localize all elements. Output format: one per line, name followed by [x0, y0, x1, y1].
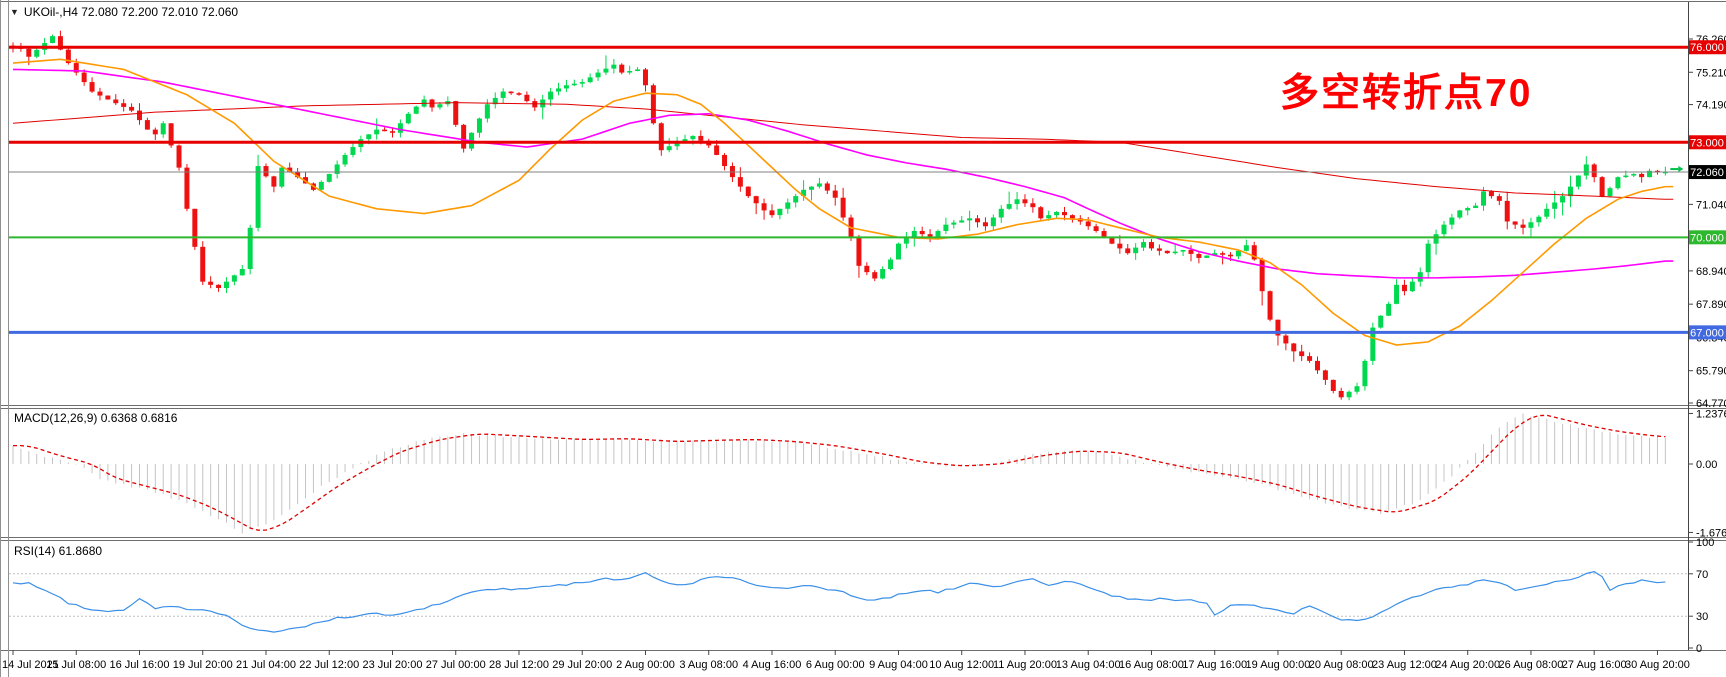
rsi-line	[12, 571, 1666, 633]
macd-panel[interactable]	[12, 413, 1666, 534]
time-tick-label: 24 Aug 20:00	[1435, 659, 1500, 671]
price-annotation-text[interactable]: 多空转折点70	[1280, 72, 1533, 115]
price-tick-label: 65.790	[1696, 366, 1726, 378]
time-tick-label: 11 Aug 20:00	[993, 659, 1057, 671]
time-tick-label: 23 Aug 12:00	[1372, 659, 1437, 671]
macd-axis[interactable]: 1.2376 0.00 -1.6762	[1688, 408, 1726, 539]
time-tick-label: 30 Aug 20:00	[1625, 659, 1690, 671]
macd-tick-label: 1.2376	[1696, 408, 1726, 420]
price-tick-label: 71.040	[1696, 199, 1726, 211]
time-tick-label: 13 Aug 04:00	[1056, 659, 1121, 671]
time-tick-label: 22 Jul 12:00	[299, 659, 359, 671]
svg-text:67.000: 67.000	[1690, 327, 1724, 339]
price-tick-label: 64.770	[1696, 398, 1726, 410]
rsi-tick-label: 70	[1696, 569, 1708, 581]
price-tick-label: 74.190	[1696, 100, 1726, 112]
time-tick-label: 19 Aug 00:00	[1246, 659, 1311, 671]
time-tick-label: 14 Jul 2021	[2, 659, 59, 671]
time-tick-label: 26 Aug 08:00	[1499, 659, 1564, 671]
time-tick-label: 28 Jul 12:00	[489, 659, 549, 671]
level-badge-70.000: 70.000	[1689, 230, 1726, 245]
time-tick-label: 16 Aug 08:00	[1119, 659, 1184, 671]
rsi-panel[interactable]	[9, 571, 1688, 633]
time-tick-label: 15 Jul 08:00	[46, 659, 106, 671]
time-tick-label: 27 Jul 00:00	[426, 659, 486, 671]
current-price-badge: 72.060	[1689, 165, 1726, 180]
svg-text:70.000: 70.000	[1690, 232, 1724, 244]
price-tick-label: 68.940	[1696, 266, 1726, 278]
rsi-tick-label: 100	[1696, 537, 1714, 549]
time-tick-label: 23 Jul 20:00	[363, 659, 423, 671]
time-tick-label: 6 Aug 00:00	[806, 659, 865, 671]
rsi-indicator-label: RSI(14) 61.8680	[14, 544, 103, 558]
macd-tick-label: 0.00	[1696, 459, 1717, 471]
time-tick-label: 4 Aug 16:00	[743, 659, 802, 671]
level-badge-76.000: 76.000	[1689, 40, 1726, 55]
time-tick-label: 20 Aug 08:00	[1309, 659, 1374, 671]
time-tick-label: 19 Jul 20:00	[173, 659, 233, 671]
rsi-tick-label: 0	[1696, 643, 1702, 655]
price-tick-label: 75.210	[1696, 67, 1726, 79]
level-badge-73.000: 73.000	[1689, 135, 1726, 150]
svg-text:72.060: 72.060	[1690, 167, 1724, 179]
level-badge-67.000: 67.000	[1689, 325, 1726, 340]
macd-indicator-label: MACD(12,26,9) 0.6368 0.6816	[14, 411, 178, 425]
ma-red-slow	[12, 102, 1674, 200]
price-tick-label: 67.890	[1696, 299, 1726, 311]
time-tick-label: 10 Aug 12:00	[929, 659, 994, 671]
time-tick-label: 17 Aug 16:00	[1182, 659, 1247, 671]
ma-magenta-mid	[12, 68, 1674, 279]
svg-text:76.000: 76.000	[1690, 42, 1724, 54]
time-tick-label: 27 Aug 16:00	[1562, 659, 1627, 671]
rsi-axis[interactable]: 100 70 30 0	[1688, 537, 1714, 655]
horizontal-levels[interactable]	[9, 45, 1688, 334]
time-tick-label: 16 Jul 16:00	[110, 659, 170, 671]
candles-layer[interactable]	[10, 30, 1668, 401]
last-close-marker	[1670, 166, 1684, 173]
symbol-ohlc-readout: UKOil-,H4 72.080 72.200 72.010 72.060	[23, 5, 239, 19]
price-axis[interactable]: 76.26075.21074.19071.04068.94067.89066.8…	[1688, 34, 1726, 410]
window-title[interactable]: ▼ UKOil-,H4 72.080 72.200 72.010 72.060	[10, 5, 238, 19]
rsi-tick-label: 30	[1696, 611, 1708, 623]
ma-orange-fast	[12, 58, 1674, 346]
time-tick-label: 21 Jul 04:00	[236, 659, 296, 671]
symbol-dropdown-icon[interactable]: ▼	[10, 7, 19, 17]
time-tick-label: 2 Aug 00:00	[616, 659, 675, 671]
svg-text:73.000: 73.000	[1690, 137, 1724, 149]
macd-tick-label: -1.6762	[1696, 527, 1726, 539]
time-tick-label: 3 Aug 08:00	[679, 659, 738, 671]
time-tick-label: 29 Jul 20:00	[552, 659, 612, 671]
time-tick-label: 9 Aug 04:00	[869, 659, 928, 671]
